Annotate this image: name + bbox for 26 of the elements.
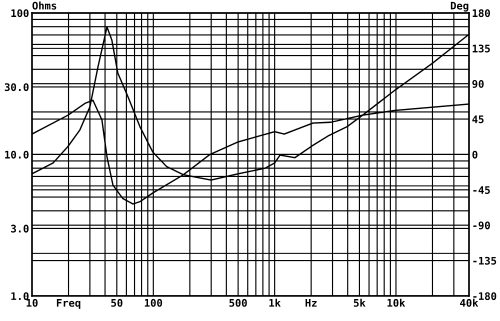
y2-axis-title: Deg xyxy=(450,2,468,12)
x-tick-label: 50 xyxy=(111,298,122,307)
y-tick-label: 30.0 xyxy=(4,83,29,92)
y-tick-label: 10.0 xyxy=(5,150,29,159)
x-tick-label: 500 xyxy=(229,298,247,307)
x-tick-label: 100 xyxy=(144,298,162,307)
y2-tick-label: 90 xyxy=(472,80,484,88)
x-tick-label: 40k xyxy=(460,298,478,307)
y-axis-title: Ohms xyxy=(32,2,56,10)
y-tick-label: 1.0 xyxy=(11,292,29,300)
x-tick-label: Freq xyxy=(56,299,80,309)
y2-tick-label: -180 xyxy=(473,292,496,300)
x-tick-label: 10 xyxy=(26,298,38,307)
y2-tick-label: -135 xyxy=(473,256,496,265)
y-tick-label: 100 xyxy=(11,9,29,18)
y-tick-label: 3.0 xyxy=(11,224,29,233)
x-tick-label: 1k xyxy=(269,298,281,307)
x-tick-label: 5k xyxy=(354,298,366,307)
y2-tick-label: -90 xyxy=(473,221,490,230)
y2-tick-label: 180 xyxy=(472,9,490,18)
x-tick-label: Hz xyxy=(306,299,317,307)
x-tick-label: 10k xyxy=(388,298,406,307)
y2-tick-label: 0 xyxy=(472,150,478,159)
y2-tick-label: 45 xyxy=(472,115,484,124)
y2-tick-label: 135 xyxy=(472,44,490,52)
y2-tick-label: -45 xyxy=(473,186,490,194)
